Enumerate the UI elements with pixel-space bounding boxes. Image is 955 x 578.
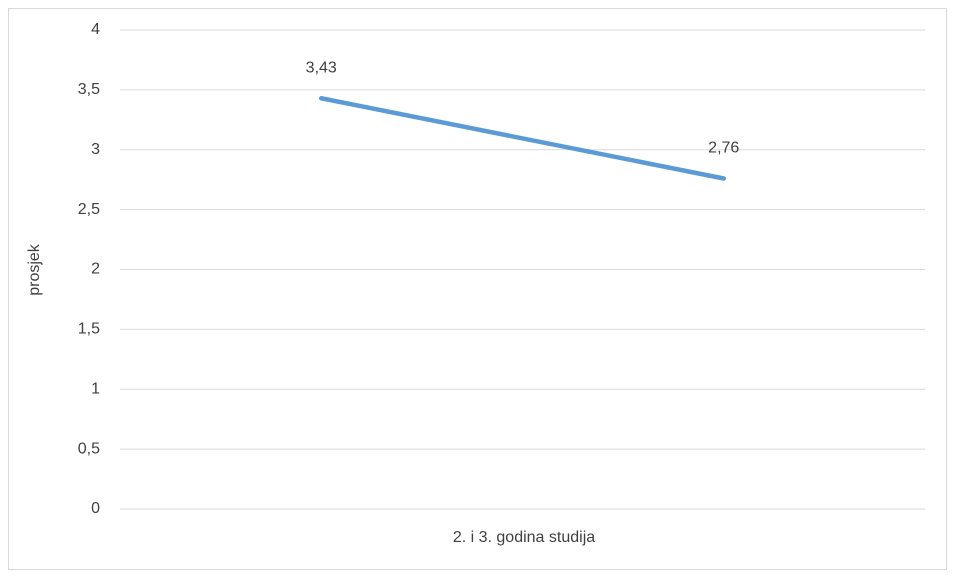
- y-tick-label: 1,5: [78, 321, 100, 338]
- y-axis-label: prosjek: [26, 243, 43, 296]
- x-axis-label: 2. i 3. godina studija: [453, 529, 595, 546]
- y-tick-label: 3,5: [78, 81, 100, 98]
- y-tick-label: 4: [91, 21, 100, 38]
- y-tick-label: 0,5: [78, 440, 100, 457]
- y-tick-label: 2,5: [78, 201, 100, 218]
- chart-border: [8, 8, 947, 570]
- data-label: 2,76: [708, 140, 739, 157]
- line: [319, 96, 726, 181]
- y-tick-label: 2: [91, 261, 100, 278]
- y-tick-label: 0: [91, 500, 100, 517]
- y-tick-label: 1: [91, 380, 100, 397]
- y-tick-label: 3: [91, 141, 100, 158]
- data-label: 3,43: [306, 59, 337, 76]
